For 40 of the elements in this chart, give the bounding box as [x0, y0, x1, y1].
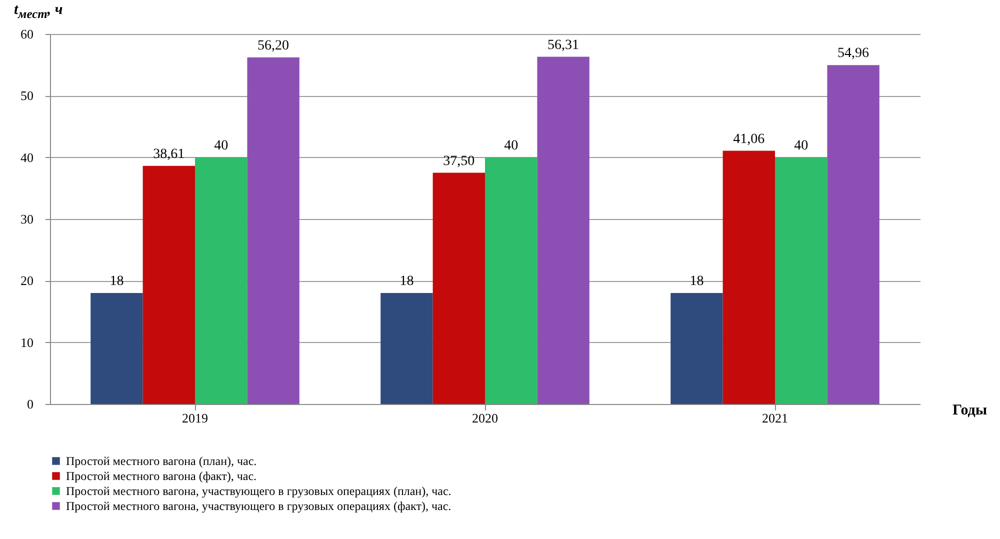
bar: [670, 293, 723, 404]
y-tick-label: 10: [20, 334, 34, 350]
data-label: 56,31: [548, 38, 580, 53]
y-tick-label: 0: [27, 396, 34, 412]
y-axis-title: t$_{мест}$, ч: [14, 2, 63, 22]
legend-label: Простой местного вагона, участвующего в грузовых операциях (факт), час.: [66, 499, 452, 513]
bar: [432, 172, 485, 404]
x-tick-label: 2020: [472, 410, 498, 426]
bar: [90, 293, 143, 404]
data-label: 18: [690, 274, 704, 289]
bar: [775, 157, 828, 404]
y-tick-label: 20: [20, 273, 34, 288]
bar: [722, 150, 775, 404]
data-label: 40: [214, 138, 228, 154]
bar: [142, 166, 195, 404]
bar: [485, 157, 538, 404]
legend-label: Простой местного вагона, участвующего в грузовых операциях (план), час.: [66, 484, 452, 498]
bar: [827, 65, 880, 404]
data-label: 38,61: [153, 146, 185, 162]
legend-label: Простой местного вагона (факт), час.: [66, 469, 257, 483]
bar: [380, 293, 433, 404]
x-tick-label: 2019: [182, 410, 208, 426]
y-tick-label: 30: [20, 212, 34, 226]
x-axis-title: Годы: [952, 402, 988, 418]
bar: [247, 57, 300, 404]
y-tick-label: 60: [20, 26, 34, 42]
data-label: 41,06: [733, 132, 765, 147]
y-tick-label: 50: [20, 88, 34, 104]
bar: [537, 56, 590, 404]
data-label: 18: [110, 274, 124, 289]
x-tick-label: 2021: [762, 410, 788, 426]
legend-label: Простой местного вагона (план), час.: [66, 454, 257, 468]
data-label: 40: [794, 138, 808, 154]
data-label: 56,20: [258, 38, 290, 54]
bar: [195, 157, 248, 404]
data-label: 37,50: [443, 154, 475, 169]
data-label: 18: [400, 274, 414, 289]
data-label: 54,96: [838, 46, 870, 62]
y-tick-label: 40: [20, 150, 34, 165]
data-label: 40: [504, 138, 518, 154]
